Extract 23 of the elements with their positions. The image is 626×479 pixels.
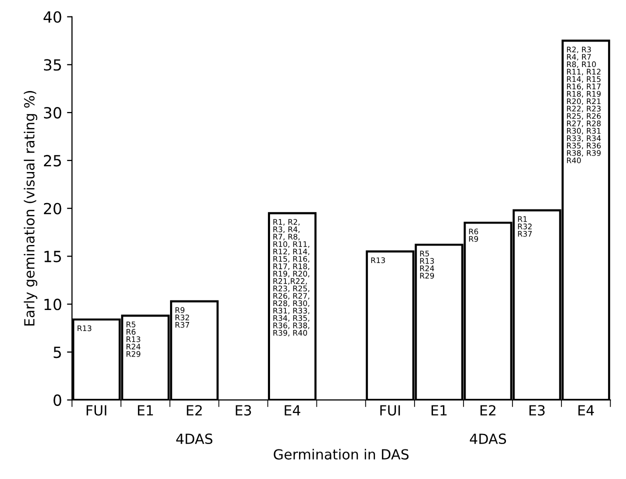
x-tick-label: E1: [432, 405, 447, 416]
x-tick-label: E3: [529, 405, 545, 416]
x-tick-label: E4: [284, 405, 300, 416]
y-tick-label: 20: [44, 202, 62, 214]
x-tick-label: E1: [138, 405, 153, 416]
y-tick-label: 5: [54, 346, 61, 358]
text: 4DAS: [470, 434, 506, 444]
y-tick-label: 15: [44, 250, 61, 262]
x-tick-label: FUI: [86, 405, 106, 416]
x-tick-label: E3: [236, 405, 251, 416]
text: 4DAS: [176, 434, 212, 444]
x-tick-label: E2: [186, 405, 202, 416]
x-tick-label: E2: [480, 405, 496, 416]
x-axis-title: Germination in DAS: [274, 448, 409, 460]
y-tick-label: 40: [44, 11, 62, 23]
y-tick-label: 30: [44, 107, 62, 119]
y-tick-label: 0: [54, 394, 62, 406]
y-tick-label: 25: [44, 154, 61, 166]
y-axis-title: Early gemination (visual rating %): [24, 91, 38, 326]
x-tick-label: FUI: [380, 405, 400, 416]
y-tick-label: 10: [44, 298, 62, 310]
y-tick-label: 35: [44, 59, 61, 71]
x-tick-label: E4: [578, 405, 594, 416]
